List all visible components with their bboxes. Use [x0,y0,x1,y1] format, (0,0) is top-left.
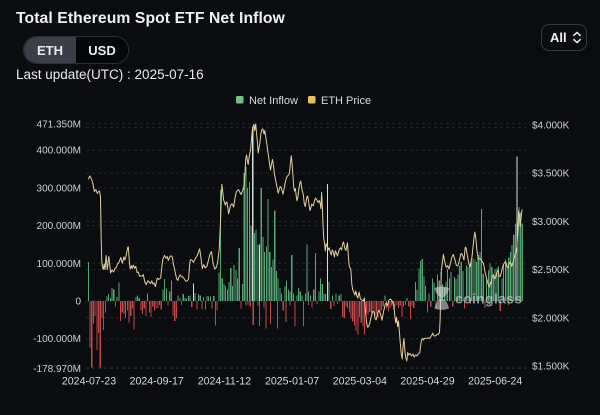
svg-text:400.000M: 400.000M [37,146,81,157]
svg-text:-100.000M: -100.000M [33,334,81,345]
svg-text:$1.500K: $1.500K [532,362,570,373]
svg-text:coinglass: coinglass [455,291,522,307]
svg-text:ETH Price: ETH Price [321,95,371,107]
svg-text:2025-06-24: 2025-06-24 [468,376,522,388]
svg-text:2024-09-17: 2024-09-17 [130,376,184,388]
svg-text:-178.970M: -178.970M [33,364,81,375]
svg-text:$2.000K: $2.000K [532,313,570,324]
svg-text:100.000M: 100.000M [37,259,81,270]
svg-text:2025-04-29: 2025-04-29 [400,376,454,388]
svg-text:$3.500K: $3.500K [532,169,570,180]
svg-text:$3.000K: $3.000K [532,217,570,228]
svg-text:$2.500K: $2.500K [532,265,570,276]
svg-text:2025-03-04: 2025-03-04 [333,376,387,388]
svg-text:2024-11-12: 2024-11-12 [198,376,252,388]
svg-text:471.350M: 471.350M [37,119,81,130]
svg-text:300.000M: 300.000M [37,183,81,194]
svg-text:2024-07-23: 2024-07-23 [62,376,116,388]
svg-text:$4.000K: $4.000K [532,121,570,132]
svg-text:2025-01-07: 2025-01-07 [265,376,319,388]
svg-text:Net Inflow: Net Inflow [249,95,298,107]
svg-text:0: 0 [75,297,81,308]
svg-text:200.000M: 200.000M [37,221,81,232]
